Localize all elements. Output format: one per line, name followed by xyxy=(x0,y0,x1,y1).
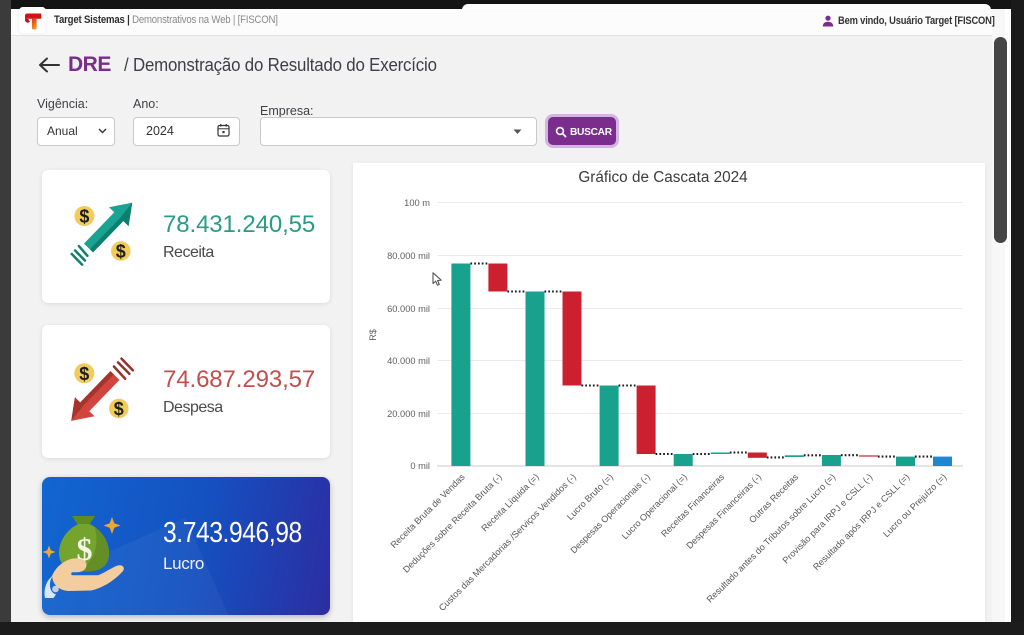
svg-text:R$: R$ xyxy=(368,329,378,341)
svg-text:Lucro ou Prejuízo (=): Lucro ou Prejuízo (=) xyxy=(881,472,948,539)
svg-text:$: $ xyxy=(79,207,89,227)
svg-text:$: $ xyxy=(114,399,124,419)
svg-text:Receitas Financeiras: Receitas Financeiras xyxy=(659,472,726,539)
svg-text:$: $ xyxy=(116,242,126,262)
svg-text:Lucro Operacional (=): Lucro Operacional (=) xyxy=(620,472,689,541)
svg-text:$: $ xyxy=(77,531,93,567)
svg-text:Gráfico de Cascata 2024: Gráfico de Cascata 2024 xyxy=(578,169,748,186)
svg-text:$: $ xyxy=(79,364,89,384)
svg-text:Custos das Mercadorias /Serviç: Custos das Mercadorias /Serviços Vendido… xyxy=(437,472,578,613)
svg-text:Resultado antes do Tributos so: Resultado antes do Tributos sobre Lucro … xyxy=(705,472,838,605)
svg-text:80.000 mil: 80.000 mil xyxy=(387,251,430,261)
svg-text:60.000 mil: 60.000 mil xyxy=(387,304,430,314)
svg-text:Receita Bruta de Vendas: Receita Bruta de Vendas xyxy=(389,472,468,551)
svg-text:0 mil: 0 mil xyxy=(410,461,430,471)
svg-text:Despesas Financeiras (-): Despesas Financeiras (-) xyxy=(684,472,763,551)
svg-text:20.000 mil: 20.000 mil xyxy=(387,409,430,419)
svg-text:40.000 mil: 40.000 mil xyxy=(387,356,430,366)
svg-text:100 m: 100 m xyxy=(404,198,430,208)
